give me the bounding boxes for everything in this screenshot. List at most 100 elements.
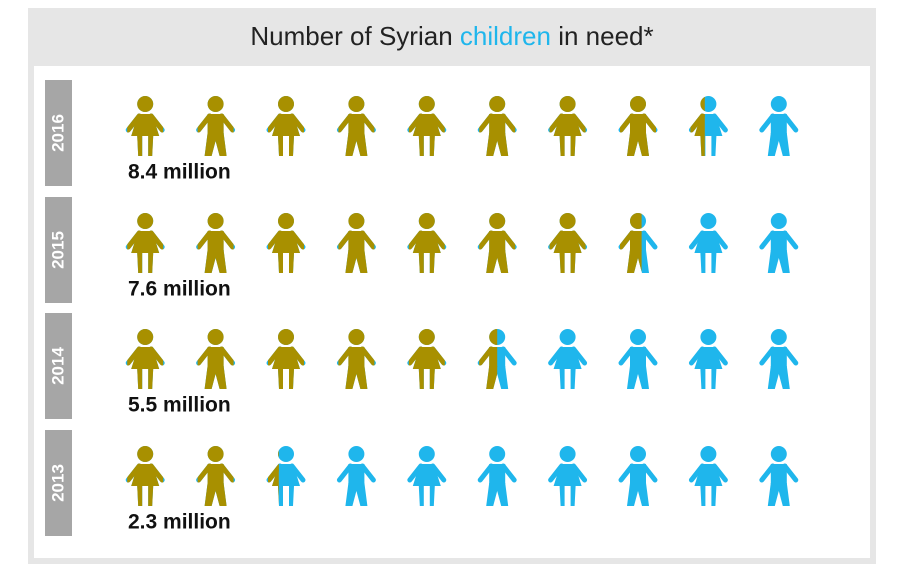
torso — [207, 464, 224, 484]
head — [559, 329, 576, 345]
head — [418, 96, 435, 112]
dress — [553, 114, 582, 136]
boy-icon — [196, 213, 236, 273]
legs — [418, 486, 435, 506]
boy-icon — [336, 329, 376, 389]
torso — [489, 464, 506, 484]
head — [278, 446, 294, 462]
legs — [278, 136, 294, 156]
legs — [700, 486, 717, 506]
girl-icon — [548, 446, 588, 506]
boy-icon — [759, 329, 799, 389]
value-label: 2.3 million — [128, 511, 231, 534]
head — [418, 213, 435, 229]
head — [630, 329, 646, 345]
legs — [559, 486, 576, 506]
girl-icon — [407, 96, 447, 156]
head — [137, 213, 154, 229]
dress — [412, 347, 441, 369]
boy-icon — [618, 96, 658, 156]
pants — [486, 133, 509, 156]
legs — [418, 253, 435, 273]
boy-icon — [477, 329, 498, 389]
girl-icon — [127, 446, 165, 506]
dress — [131, 347, 160, 369]
girl-icon — [407, 213, 447, 273]
dress — [272, 464, 300, 486]
dress — [553, 347, 582, 369]
legs — [700, 253, 717, 273]
pants — [204, 250, 227, 273]
girl-icon — [266, 329, 306, 389]
boy-icon — [336, 446, 376, 506]
boy-icon — [196, 96, 236, 156]
girl-icon — [407, 446, 447, 506]
head — [348, 213, 365, 229]
head — [418, 329, 435, 345]
girl-icon — [688, 96, 705, 156]
pants — [767, 483, 790, 506]
value-label: 7.6 million — [128, 278, 231, 301]
girl-icon — [266, 213, 306, 273]
torso — [630, 231, 642, 251]
year-label: 2014 — [48, 347, 67, 385]
head — [278, 96, 294, 112]
head — [348, 446, 365, 462]
torso — [630, 464, 646, 484]
boy-icon — [759, 213, 799, 273]
dress — [131, 231, 160, 253]
head — [489, 446, 506, 462]
dress — [272, 347, 300, 369]
boy-icon — [759, 446, 799, 506]
pants — [345, 133, 368, 156]
boy-icon — [618, 329, 658, 389]
boy-icon — [618, 446, 658, 506]
torso — [348, 347, 365, 367]
head — [348, 96, 365, 112]
legs — [137, 369, 154, 389]
head — [278, 213, 294, 229]
legs — [278, 253, 294, 273]
head — [489, 96, 506, 112]
girl-icon — [407, 329, 447, 389]
boy-icon — [477, 96, 517, 156]
girl-icon — [548, 213, 588, 273]
dress — [553, 464, 582, 486]
legs — [137, 136, 154, 156]
torso — [207, 114, 224, 134]
boy-icon — [618, 213, 642, 273]
head — [559, 446, 576, 462]
pants — [627, 133, 649, 156]
head — [559, 96, 576, 112]
head — [137, 329, 154, 345]
pants — [345, 483, 368, 506]
girl-icon — [688, 446, 728, 506]
dress — [694, 114, 705, 136]
title-start: Number of Syrian — [250, 21, 452, 51]
torso — [348, 231, 365, 251]
pants — [204, 133, 227, 156]
pants — [767, 366, 790, 389]
legs — [559, 369, 576, 389]
dress — [694, 464, 723, 486]
head — [207, 213, 224, 229]
dress — [412, 114, 441, 136]
legs — [278, 486, 294, 506]
pants — [627, 366, 649, 389]
head — [207, 446, 224, 462]
girl-icon — [548, 329, 588, 389]
boy-icon — [759, 96, 799, 156]
head — [489, 329, 498, 345]
legs — [700, 136, 705, 156]
legs — [137, 253, 154, 273]
dress — [131, 114, 160, 136]
pants — [767, 250, 790, 273]
torso — [770, 464, 787, 484]
year-tab — [45, 197, 72, 303]
head — [489, 213, 506, 229]
filled-icons — [127, 329, 498, 389]
head — [770, 446, 787, 462]
torso — [207, 347, 224, 367]
torso — [770, 347, 787, 367]
